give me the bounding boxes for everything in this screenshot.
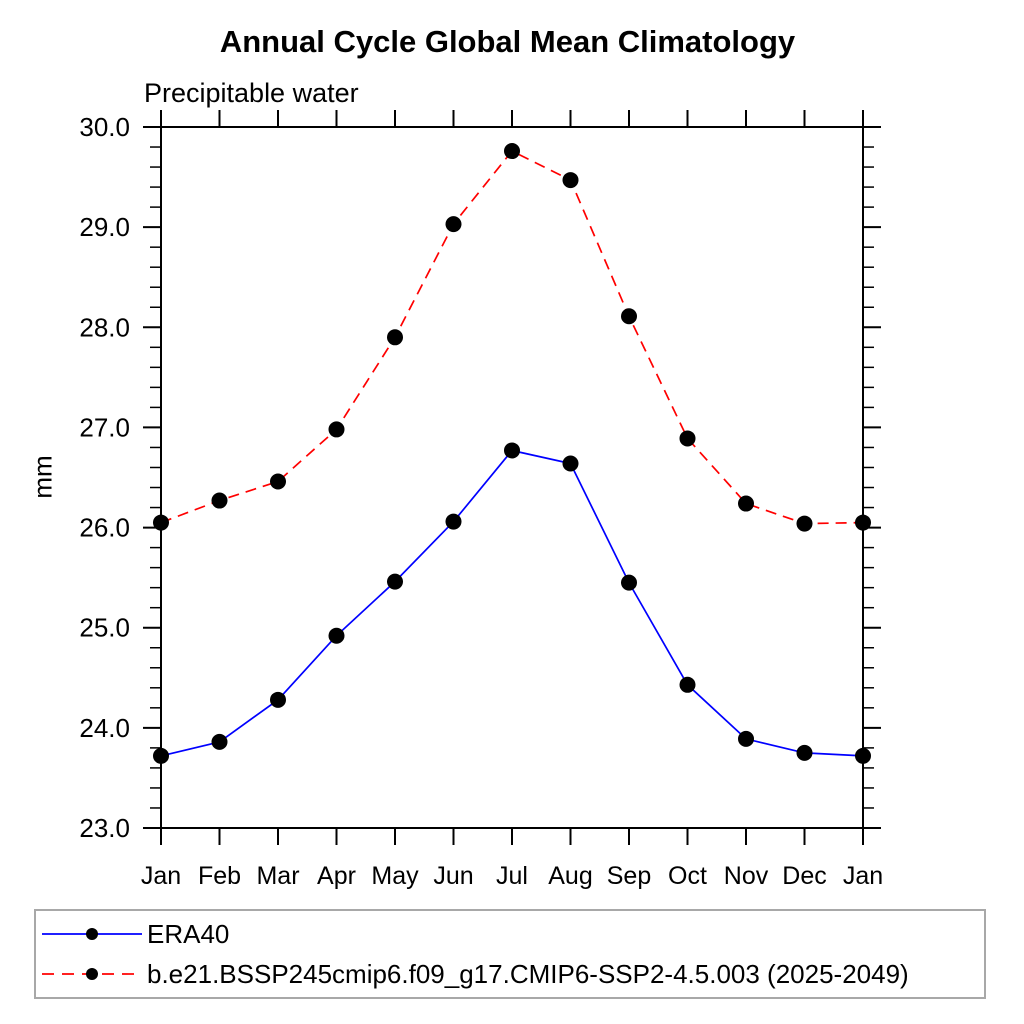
series-0-markers	[153, 442, 871, 764]
month-label: Feb	[198, 862, 241, 890]
data-point-marker	[153, 514, 169, 531]
y-tick-label: 24.0	[79, 713, 130, 743]
data-point-marker	[855, 514, 871, 531]
month-label: Oct	[668, 862, 707, 890]
y-tick-label: 26.0	[79, 513, 130, 543]
data-point-marker	[738, 730, 754, 747]
data-point-marker	[738, 495, 754, 512]
series-0-line	[160, 449, 864, 757]
data-point-marker	[270, 473, 286, 490]
month-label: Jul	[496, 862, 528, 890]
y-tick-label: 29.0	[79, 212, 130, 242]
data-point-marker	[621, 574, 637, 591]
plot-area: Jan Feb Mar Apr May Jun Jul Aug Sep Oct Nov Dec Jan 2…	[79, 110, 883, 890]
data-point-marker	[445, 216, 462, 233]
y-axis-ticks	[143, 126, 881, 829]
legend-item-era40: ERA40	[40, 919, 984, 950]
y-tick-label: 25.0	[79, 613, 130, 643]
legend-sample-model-line-marker	[42, 968, 142, 980]
legend-sample-era40-line-marker	[42, 928, 142, 940]
data-point-marker	[679, 676, 696, 693]
plot-frame	[160, 126, 864, 829]
chart-subtitle: Precipitable water	[144, 78, 359, 108]
data-point-marker	[270, 691, 286, 708]
data-point-marker	[504, 442, 520, 459]
y-tick-label: 23.0	[79, 813, 130, 843]
data-point-marker	[387, 329, 403, 346]
month-label: Apr	[317, 862, 356, 890]
data-point-marker	[504, 143, 520, 160]
chart-title: Annual Cycle Global Mean Climatology	[219, 24, 796, 59]
y-tick-label: 30.0	[79, 112, 130, 142]
y-tick-labels: 23.0 24.0 25.0 26.0 27.0 28.0 29.0 30.0	[79, 112, 130, 843]
data-point-marker	[796, 744, 813, 761]
data-point-marker	[562, 455, 579, 472]
month-label: May	[371, 862, 419, 890]
month-label: Nov	[724, 862, 769, 890]
month-label: Jan	[141, 862, 181, 890]
data-point-marker	[328, 627, 345, 644]
data-point-marker	[562, 172, 579, 189]
data-point-marker	[328, 421, 345, 438]
data-point-marker	[621, 308, 637, 325]
data-point-marker	[679, 430, 696, 447]
month-label: Jan	[843, 862, 883, 890]
x-tick-labels: Jan Feb Mar Apr May Jun Jul Aug Sep Oct Nov Dec Jan	[141, 862, 883, 890]
month-label: Dec	[782, 862, 826, 890]
month-label: Sep	[607, 862, 651, 890]
legend-label-model: b.e21.BSSP245cmip6.f09_g17.CMIP6-SSP2-4.…	[147, 958, 909, 989]
y-tick-label: 28.0	[79, 312, 130, 342]
y-tick-label: 27.0	[79, 412, 130, 442]
legend-box: ERA40 b.e21.BSSP245cmip6.f09_g17.CMIP6-S…	[34, 909, 986, 999]
data-point-marker	[387, 573, 403, 590]
series-1-markers	[153, 143, 871, 532]
data-point-marker	[855, 747, 871, 764]
data-point-marker	[211, 492, 228, 509]
data-point-marker	[796, 515, 813, 532]
data-point-marker	[211, 733, 228, 750]
series-1-line	[160, 149, 864, 525]
month-label: Mar	[256, 862, 299, 890]
data-point-marker	[445, 513, 462, 530]
legend-label-era40: ERA40	[147, 918, 230, 949]
legend-item-model: b.e21.BSSP245cmip6.f09_g17.CMIP6-SSP2-4.…	[40, 959, 984, 990]
x-axis-ticks	[160, 110, 864, 845]
month-label: Jun	[433, 862, 473, 890]
data-point-marker	[153, 747, 169, 764]
month-label: Aug	[548, 862, 592, 890]
